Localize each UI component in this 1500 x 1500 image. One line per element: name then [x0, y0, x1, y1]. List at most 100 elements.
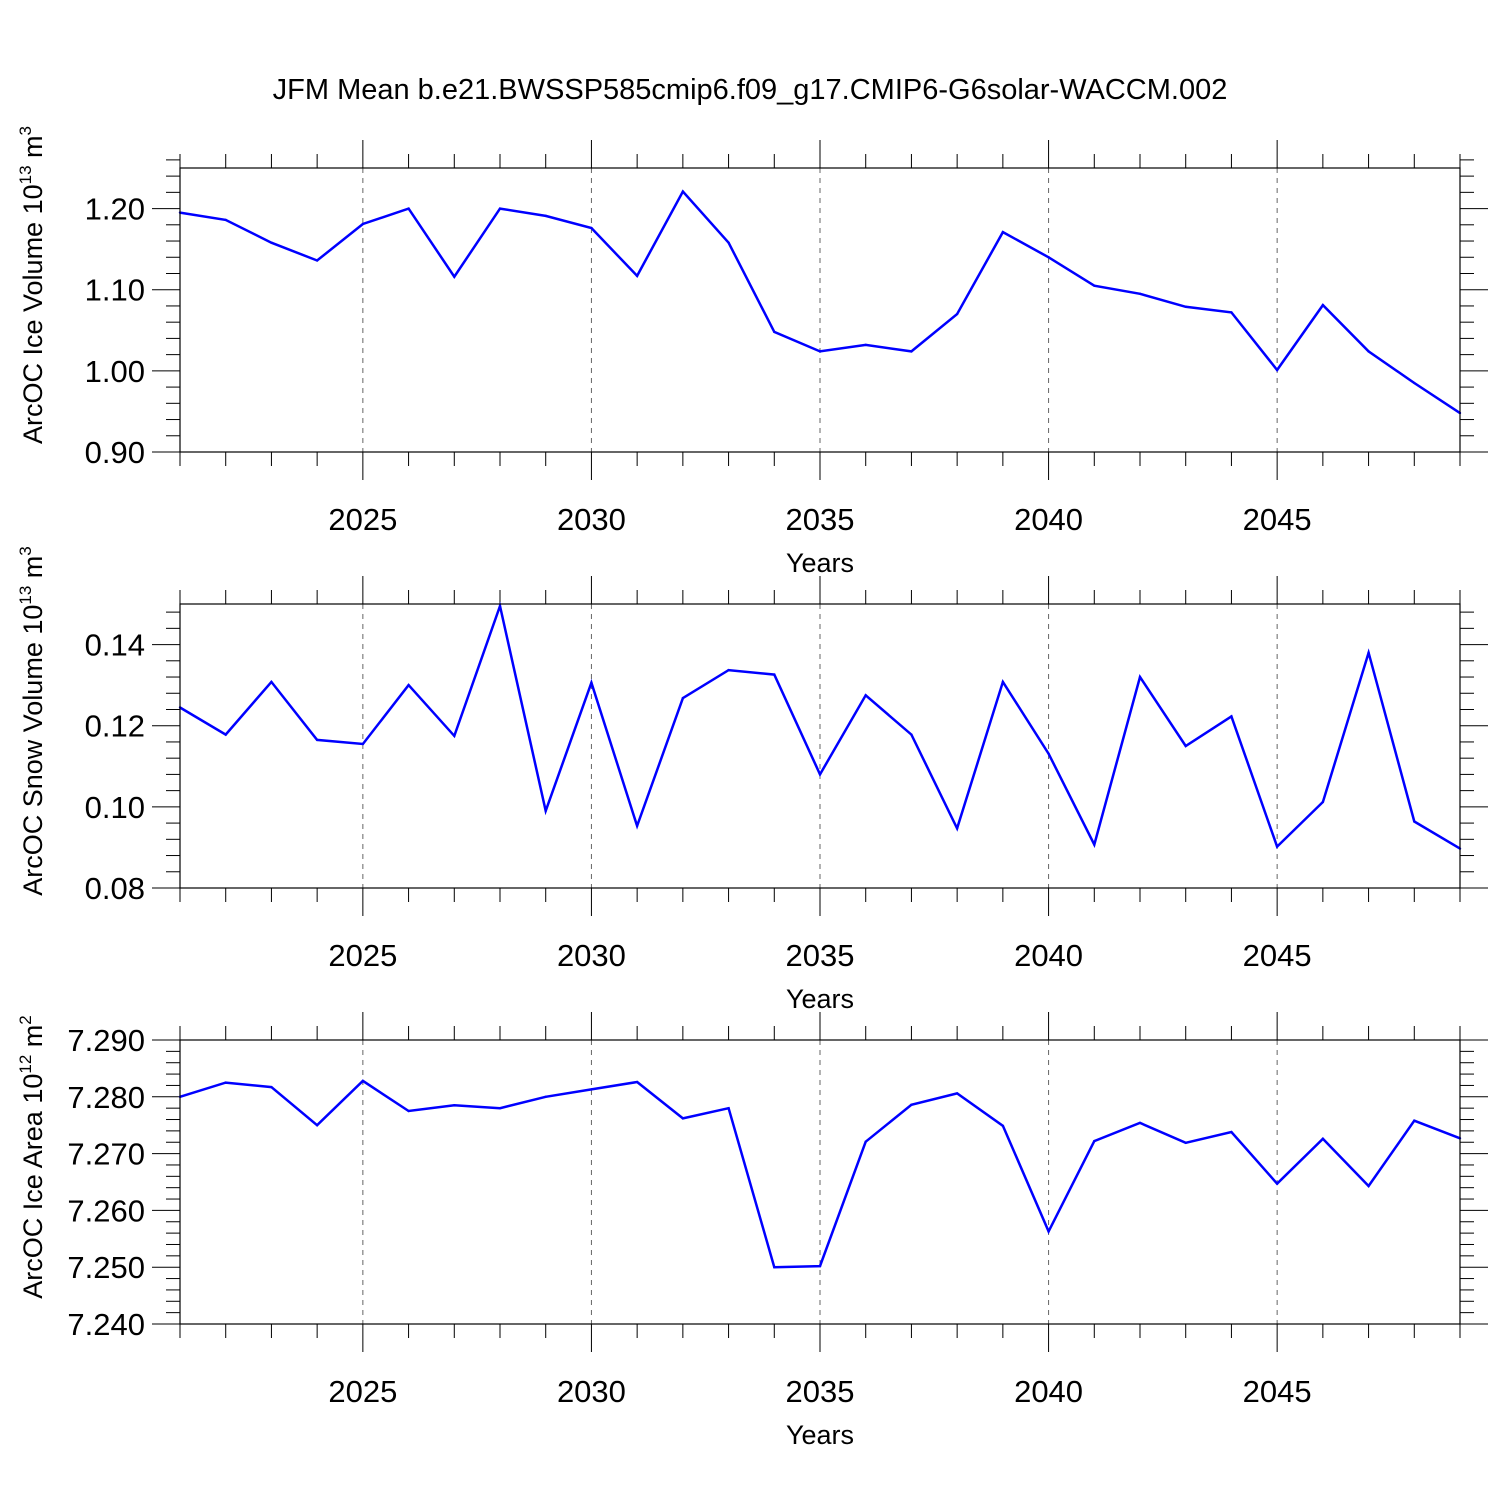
y-tick-label: 0.90	[85, 435, 145, 470]
data-point-2042	[1138, 675, 1142, 679]
data-point-2030	[590, 1088, 593, 1091]
data-point-2029	[544, 214, 547, 218]
figure-title: JFM Mean b.e21.BWSSP585cmip6.f09_g17.CMI…	[272, 74, 1228, 106]
data-point-2022	[224, 1081, 227, 1084]
y-tick-label: 7.270	[67, 1137, 145, 1172]
data-point-2039	[1001, 230, 1005, 234]
data-point-2023	[270, 1085, 273, 1089]
y-axis-title: ArcOC Snow Volume 1013 m3	[16, 546, 48, 896]
y-tick-label: 0.08	[85, 871, 145, 906]
data-point-2043	[1184, 305, 1187, 308]
data-point-2027	[453, 734, 456, 738]
data-point-2028	[498, 604, 502, 608]
x-axis-title: Years	[786, 548, 854, 578]
y-axis-title: ArcOC Ice Volume 1013 m3	[16, 126, 48, 444]
data-point-2029	[544, 1095, 547, 1099]
data-point-2044	[1230, 311, 1233, 314]
x-tick-label: 2030	[557, 938, 626, 973]
data-point-2031	[635, 274, 639, 278]
x-tick-label: 2025	[328, 502, 397, 537]
data-point-2040	[1047, 1230, 1050, 1233]
y-tick-label: 1.00	[85, 354, 145, 389]
x-tick-label: 2030	[557, 1374, 626, 1409]
data-point-2042	[1138, 1121, 1142, 1125]
data-point-2043	[1184, 744, 1187, 748]
data-point-2028	[498, 1106, 502, 1110]
data-point-2038	[955, 312, 959, 316]
y-tick-label: 7.280	[67, 1080, 145, 1115]
data-point-2040	[1047, 752, 1050, 755]
data-point-2030	[590, 226, 593, 230]
x-tick-label: 2040	[1014, 1374, 1083, 1409]
data-point-2024	[315, 1124, 319, 1127]
y-axis-title: ArcOC Ice Area 1012 m2	[16, 1015, 48, 1299]
panel-1: 0.90 1.00 1.10 1.20 2025 2030 2035 2040 2045 Year…	[16, 126, 1488, 578]
x-axis-title: Years	[786, 1420, 854, 1450]
data-point-2024	[315, 738, 319, 742]
data-point-2026	[407, 683, 410, 687]
data-point-2048	[1413, 1119, 1416, 1122]
data-point-2029	[544, 809, 547, 813]
x-axis-title: Years	[786, 984, 854, 1014]
data-point-2030	[590, 681, 593, 684]
data-point-2046	[1321, 1137, 1325, 1141]
plot-frame	[179, 167, 1461, 453]
data-point-2044	[1230, 715, 1233, 718]
data-point-2047	[1367, 350, 1370, 353]
y-tick-label: 0.10	[85, 790, 145, 825]
x-tick-label: 2025	[328, 1374, 397, 1409]
data-point-2038	[955, 827, 959, 830]
data-point-2025	[361, 1079, 365, 1083]
data-point-2032	[681, 696, 685, 700]
data-point-2045	[1275, 845, 1279, 848]
data-point-2027	[453, 275, 456, 278]
data-point-2025	[361, 742, 365, 746]
data-point-2035	[818, 350, 822, 353]
data-point-2036	[864, 343, 867, 347]
data-point-2046	[1321, 303, 1325, 307]
data-point-2032	[681, 1117, 685, 1120]
y-tick-label: 1.10	[85, 273, 145, 308]
y-tick-label: 0.12	[85, 709, 145, 744]
data-point-2024	[315, 259, 319, 262]
data-point-2035	[818, 1264, 822, 1268]
panel-2: 0.08 0.10 0.12 0.14 2025 2030 2035 2040 2045 Year…	[16, 546, 1488, 1014]
data-point-2041	[1093, 1139, 1096, 1143]
data-point-2037	[910, 350, 913, 353]
x-tick-label: 2045	[1243, 502, 1312, 537]
data-point-2026	[407, 207, 410, 210]
data-point-2031	[635, 824, 639, 828]
data-point-2048	[1413, 820, 1416, 823]
data-point-2041	[1093, 284, 1096, 287]
plot-frame	[179, 603, 1461, 889]
data-point-2042	[1138, 292, 1142, 295]
y-tick-label: 7.260	[67, 1193, 145, 1228]
data-point-2038	[955, 1092, 959, 1095]
data-point-2023	[270, 241, 273, 244]
data-point-2034	[773, 330, 776, 334]
data-point-2032	[681, 190, 685, 193]
data-point-2036	[864, 1140, 867, 1143]
data-point-2044	[1230, 1130, 1233, 1134]
data-point-2027	[453, 1104, 456, 1107]
data-point-2033	[727, 1106, 730, 1110]
data-point-2025	[361, 222, 365, 226]
x-tick-label: 2045	[1243, 938, 1312, 973]
y-tick-label: 7.290	[67, 1023, 145, 1058]
data-point-2045	[1275, 368, 1279, 372]
x-tick-label: 2035	[786, 502, 855, 537]
panel-3: 7.240 7.250 7.260 7.270 7.280 7.290 2025 2030 20…	[16, 1012, 1488, 1450]
data-point-2045	[1275, 1182, 1279, 1185]
data-point-2036	[864, 694, 867, 697]
data-point-2023	[270, 680, 273, 684]
data-point-2039	[1001, 1124, 1005, 1127]
x-tick-label: 2045	[1243, 1374, 1312, 1409]
x-tick-label: 2040	[1014, 938, 1083, 973]
data-point-2022	[224, 218, 227, 222]
data-point-2031	[635, 1080, 639, 1084]
data-point-2022	[224, 733, 227, 736]
y-tick-label: 7.250	[67, 1250, 145, 1285]
data-point-2037	[910, 733, 913, 736]
